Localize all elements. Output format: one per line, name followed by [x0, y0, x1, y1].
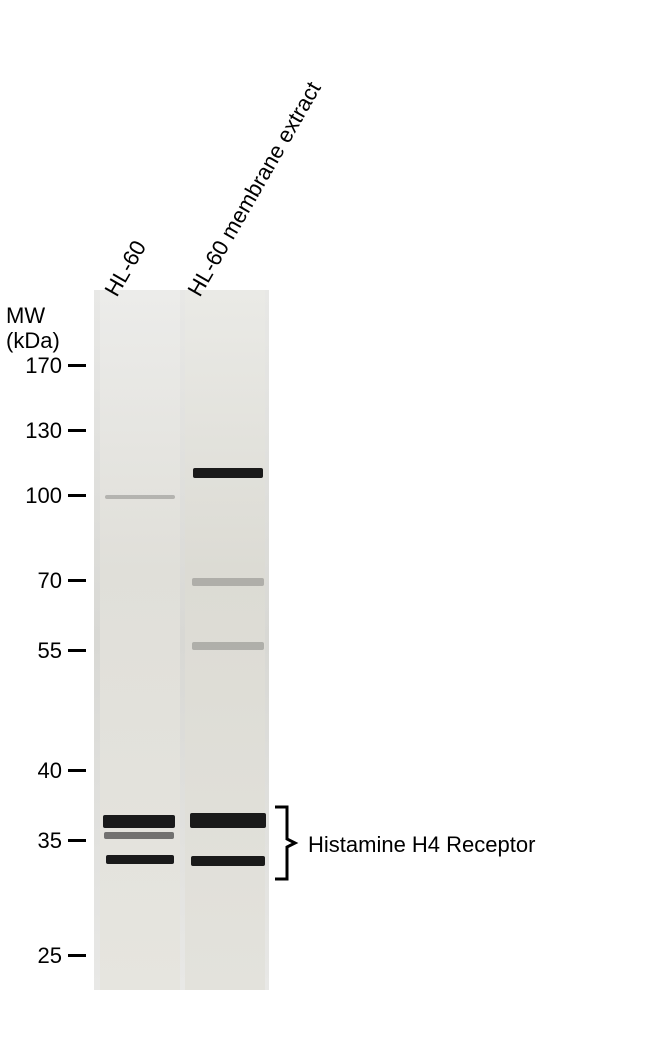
- mw-header-line1: MW: [6, 303, 45, 329]
- band-lane2-55: [192, 642, 264, 650]
- blot-membrane: [94, 290, 269, 990]
- mw-tick-100: [68, 494, 86, 497]
- band-lane1-34: [106, 855, 174, 864]
- lane-2-bg: [185, 290, 265, 990]
- band-lane2-34: [191, 856, 265, 866]
- mw-label-130: 130: [12, 418, 62, 444]
- lane-2-label: HL-60 membrane extract: [182, 77, 326, 301]
- band-lane2-70: [192, 578, 264, 586]
- mw-label-100: 100: [12, 483, 62, 509]
- band-lane1-100: [105, 495, 175, 499]
- lane-1-bg: [100, 290, 180, 990]
- mw-label-25: 25: [12, 943, 62, 969]
- figure-container: HL-60 HL-60 membrane extract MW (kDa) 17…: [0, 0, 650, 1054]
- mw-tick-25: [68, 954, 86, 957]
- mw-label-70: 70: [12, 568, 62, 594]
- mw-tick-70: [68, 579, 86, 582]
- mw-label-40: 40: [12, 758, 62, 784]
- annotation-label: Histamine H4 Receptor: [308, 832, 535, 858]
- mw-label-170: 170: [12, 353, 62, 379]
- band-lane2-110: [193, 468, 263, 478]
- band-lane1-37: [103, 815, 175, 828]
- mw-label-55: 55: [12, 638, 62, 664]
- mw-tick-130: [68, 429, 86, 432]
- band-lane2-37: [190, 813, 266, 828]
- mw-label-35: 35: [12, 828, 62, 854]
- mw-tick-170: [68, 364, 86, 367]
- mw-tick-55: [68, 649, 86, 652]
- mw-tick-40: [68, 769, 86, 772]
- annotation-bracket: [273, 805, 301, 881]
- mw-tick-35: [68, 839, 86, 842]
- band-lane1-36: [104, 832, 174, 839]
- mw-header-line2: (kDa): [6, 328, 60, 354]
